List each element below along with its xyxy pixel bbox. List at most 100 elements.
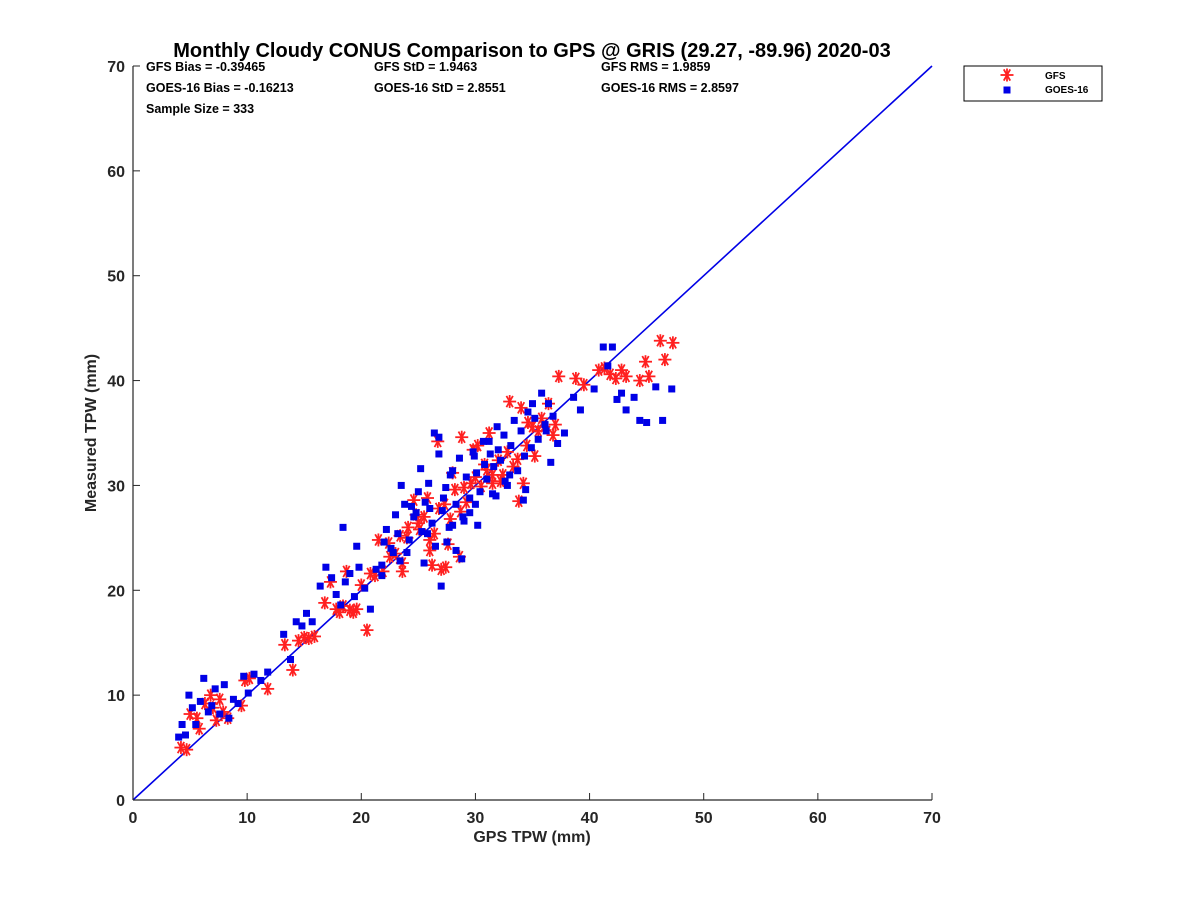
- goes16-point: [507, 442, 515, 450]
- goes16-point: [380, 538, 388, 546]
- goes16-point: [560, 429, 568, 437]
- goes16-point: [486, 450, 494, 458]
- goes16-point: [355, 563, 363, 571]
- goes16-point: [483, 475, 491, 483]
- stat-goes16-bias: GOES-16 Bias = -0.16213: [146, 81, 294, 95]
- goes16-point: [341, 578, 349, 586]
- goes16-point: [387, 544, 395, 552]
- gfs-point: [455, 430, 469, 444]
- goes16-point: [471, 500, 479, 508]
- goes16-point: [250, 670, 258, 678]
- plot-area: [132, 65, 933, 801]
- goes16-point: [469, 448, 477, 456]
- goes16-point: [554, 439, 562, 447]
- goes16-point: [489, 490, 497, 498]
- goes16-point: [613, 395, 621, 403]
- gfs-point: [423, 543, 437, 557]
- goes16-point: [446, 471, 454, 479]
- gfs-point: [213, 692, 227, 706]
- y-tick-label: 20: [107, 583, 125, 600]
- y-axis-label: Measured TPW (mm): [83, 354, 100, 512]
- goes16-point: [449, 521, 457, 529]
- goes16-point: [435, 433, 443, 441]
- goes16-point: [332, 590, 340, 598]
- goes16-point: [178, 721, 186, 729]
- goes16-point: [280, 630, 288, 638]
- goes16-point: [462, 473, 470, 481]
- goes16-point: [389, 549, 397, 557]
- legend-box: [963, 65, 1103, 102]
- stat-gfs-bias: GFS Bias = -0.39465: [146, 60, 265, 74]
- goes16-point: [378, 561, 386, 569]
- goes16-point: [534, 435, 542, 443]
- gfs-point: [363, 567, 377, 581]
- goes16-point: [208, 702, 216, 710]
- goes16-point: [425, 479, 433, 487]
- goes16-point: [420, 559, 428, 567]
- goes16-point: [229, 695, 237, 703]
- gfs-point: [318, 596, 332, 610]
- goes16-point: [618, 389, 626, 397]
- goes16-point: [188, 704, 196, 712]
- goes16-point: [435, 450, 443, 458]
- gfs-point: [633, 374, 647, 388]
- goes16-point: [423, 530, 431, 538]
- goes16-point: [576, 406, 584, 414]
- goes16-point: [452, 546, 460, 554]
- goes16-point: [544, 400, 552, 408]
- x-tick-label: 20: [352, 810, 370, 827]
- legend-gfs-asterisk: [1000, 68, 1014, 82]
- goes16-point: [428, 519, 436, 527]
- goes16-point: [538, 389, 546, 397]
- goes16-point: [339, 523, 347, 531]
- stat-gfs-rms: GFS RMS = 1.9859: [601, 60, 710, 74]
- legend-gfs-label: GFS: [1045, 71, 1066, 82]
- gfs-point: [401, 520, 415, 534]
- goes16-point: [521, 452, 529, 460]
- goes16-point: [599, 343, 607, 351]
- goes16-point: [412, 509, 420, 517]
- goes16-point: [287, 655, 295, 663]
- goes16-point: [361, 584, 369, 592]
- goes16-point: [298, 622, 306, 630]
- goes16-point: [501, 477, 509, 485]
- goes16-point: [514, 467, 522, 475]
- gfs-point: [360, 623, 374, 637]
- goes16-point: [204, 708, 212, 716]
- goes16-point: [292, 618, 300, 626]
- goes16-point: [604, 362, 612, 370]
- goes16-point: [476, 488, 484, 496]
- goes16-point: [410, 513, 418, 521]
- goes16-point: [510, 416, 518, 424]
- goes16-point: [192, 721, 200, 729]
- goes16-point: [652, 383, 660, 391]
- goes16-point: [439, 494, 447, 502]
- gfs-point: [503, 395, 517, 409]
- gfs-point: [434, 562, 448, 576]
- goes16-point: [257, 676, 265, 684]
- goes16-point: [397, 481, 405, 489]
- goes16-point: [240, 672, 248, 680]
- y-axis-ticks: 0 10 20 30 40 50 60 70: [107, 59, 140, 810]
- x-tick-label: 10: [238, 810, 256, 827]
- goes16-point: [378, 572, 386, 580]
- goes16-point: [473, 469, 481, 477]
- goes16-point: [474, 521, 482, 529]
- goes16-point: [503, 481, 511, 489]
- goes16-point: [328, 574, 336, 582]
- goes16-point: [353, 542, 361, 550]
- goes16-point: [497, 456, 505, 464]
- goes16-point: [630, 393, 638, 401]
- goes16-point: [322, 563, 330, 571]
- goes16-point: [608, 343, 616, 351]
- goes16-point: [493, 423, 501, 431]
- goes16-point: [437, 582, 445, 590]
- x-tick-label: 60: [809, 810, 827, 827]
- goes16-point: [382, 525, 390, 533]
- goes16-point: [405, 536, 413, 544]
- x-axis-label: GPS TPW (mm): [473, 829, 590, 846]
- gfs-point: [278, 638, 292, 652]
- gfs-point: [569, 371, 583, 385]
- gfs-point: [482, 426, 496, 440]
- legend: GFS GOES-16: [963, 65, 1103, 102]
